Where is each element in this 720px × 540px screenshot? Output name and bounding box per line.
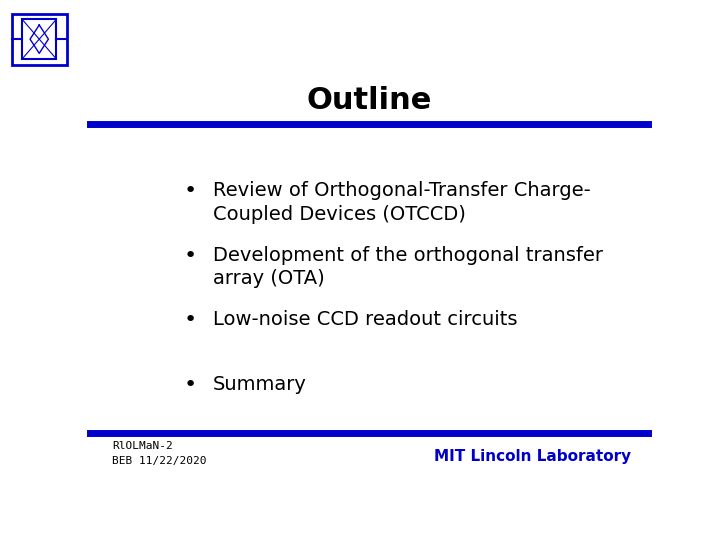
Text: MIT Lincoln Laboratory: MIT Lincoln Laboratory <box>434 449 631 464</box>
Text: •: • <box>184 246 197 266</box>
Bar <box>22 19 56 59</box>
Text: Outline: Outline <box>306 86 432 114</box>
Text: Summary: Summary <box>213 375 307 394</box>
Text: •: • <box>184 375 197 395</box>
Text: Review of Orthogonal-Transfer Charge-
Coupled Devices (OTCCD): Review of Orthogonal-Transfer Charge- Co… <box>213 181 590 224</box>
Text: Development of the orthogonal transfer
array (OTA): Development of the orthogonal transfer a… <box>213 246 603 288</box>
Text: RlOLMaN-2: RlOLMaN-2 <box>112 441 173 451</box>
Text: •: • <box>184 310 197 330</box>
Text: •: • <box>184 181 197 201</box>
Text: BEB 11/22/2020: BEB 11/22/2020 <box>112 456 207 465</box>
Text: Low-noise CCD readout circuits: Low-noise CCD readout circuits <box>213 310 517 329</box>
